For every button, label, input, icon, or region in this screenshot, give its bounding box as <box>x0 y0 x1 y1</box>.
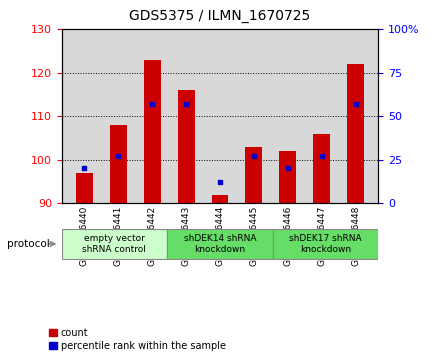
Bar <box>167 229 273 259</box>
Bar <box>62 229 167 259</box>
Bar <box>178 90 194 203</box>
Bar <box>212 195 228 203</box>
Bar <box>273 229 378 259</box>
Text: GDS5375 / ILMN_1670725: GDS5375 / ILMN_1670725 <box>129 9 311 23</box>
Legend: count, percentile rank within the sample: count, percentile rank within the sample <box>49 328 226 351</box>
Text: shDEK14 shRNA
knockdown: shDEK14 shRNA knockdown <box>184 234 256 254</box>
Text: empty vector
shRNA control: empty vector shRNA control <box>82 234 147 254</box>
Bar <box>76 173 93 203</box>
Bar <box>279 151 296 203</box>
Bar <box>313 134 330 203</box>
Bar <box>144 60 161 203</box>
Text: protocol: protocol <box>7 239 49 249</box>
Text: shDEK17 shRNA
knockdown: shDEK17 shRNA knockdown <box>289 234 362 254</box>
Bar <box>110 125 127 203</box>
Bar <box>347 64 364 203</box>
Bar <box>246 147 262 203</box>
